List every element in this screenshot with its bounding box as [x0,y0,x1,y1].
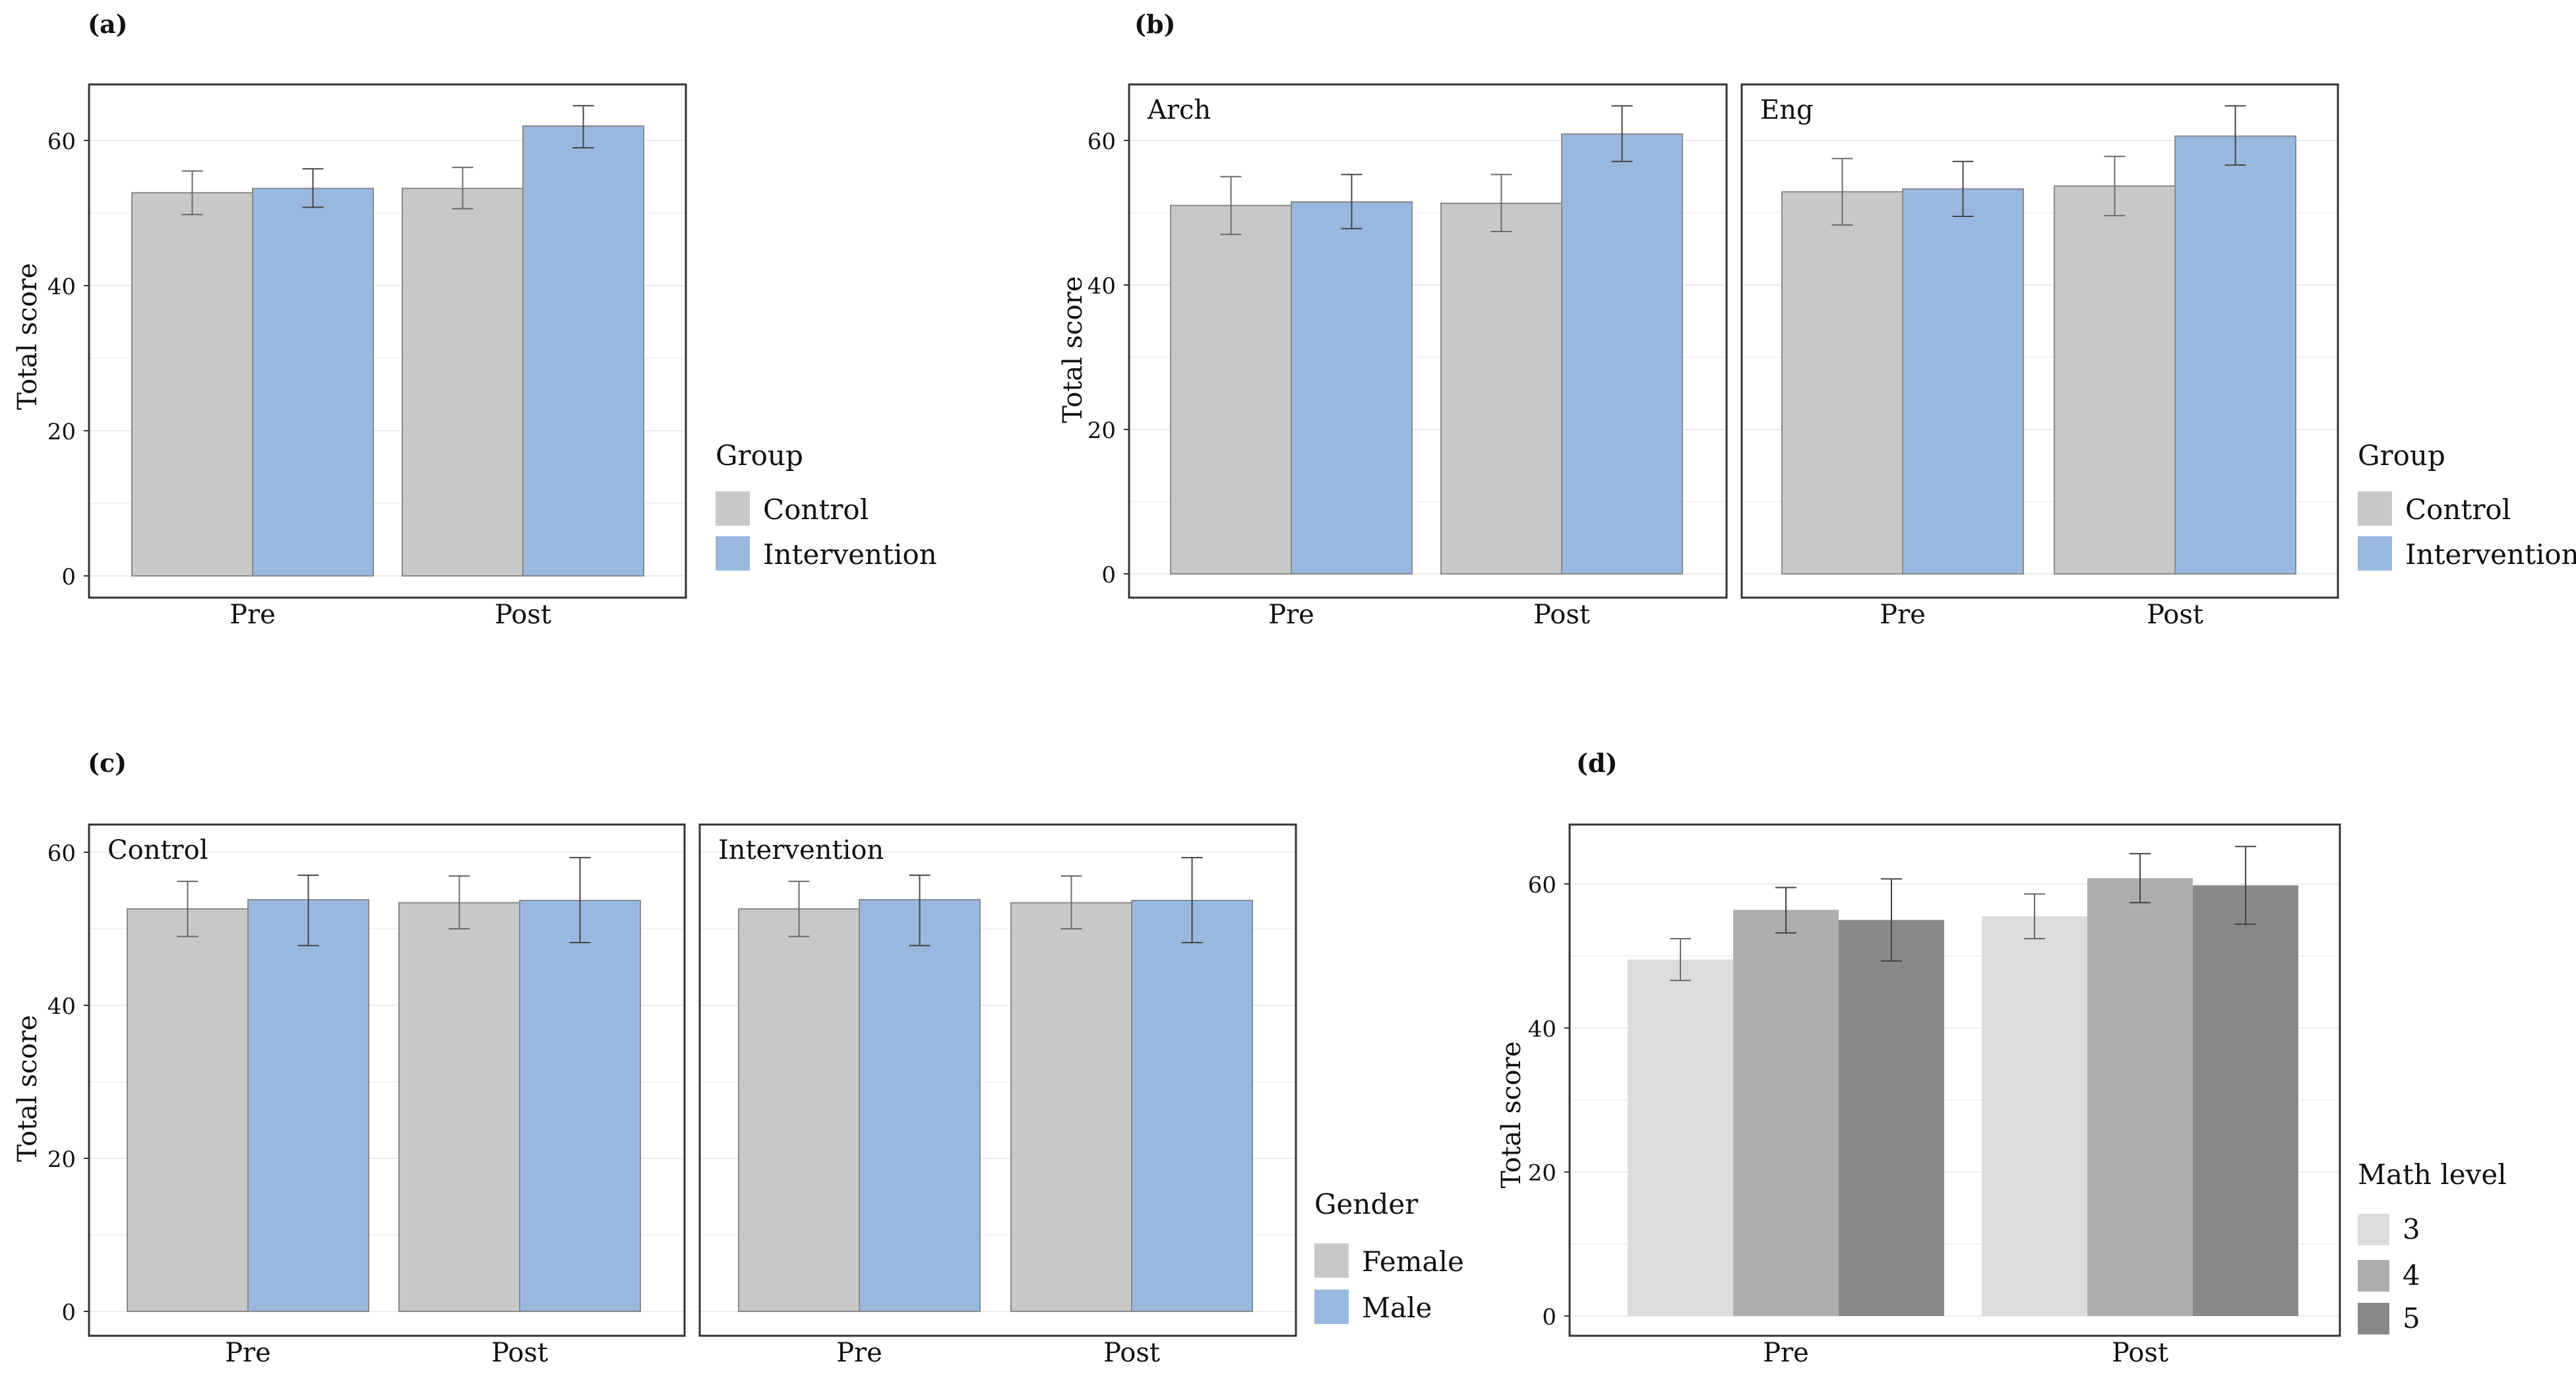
plot-frame [698,823,1297,1337]
legend-swatch [716,491,750,526]
y-tick-label: 0 [1101,562,1116,588]
legend-label: 5 [2403,1302,2420,1334]
x-tick-label: Post [2112,1338,2168,1368]
plot-frame [1128,83,1728,599]
y-tick-label: 0 [61,564,76,590]
legend-label: Control [763,493,869,526]
bar [1902,188,2024,575]
bar [859,898,981,1313]
facet-title: Arch [1147,95,1211,125]
x-tick-label: Post [495,600,551,630]
facet-title: Intervention [718,835,884,865]
legend-swatch [1314,1290,1349,1324]
bar [127,908,249,1312]
bar [247,898,369,1313]
y-tick-label: 20 [47,1146,76,1173]
bar [522,125,644,577]
legend-label: Female [1362,1245,1464,1278]
y-tick-label: 40 [47,274,76,300]
bar [2054,185,2176,575]
panel-label: (a) [88,9,128,39]
facet-title: Control [107,835,208,865]
plot-frame [1568,823,2341,1337]
x-tick-label: Pre [1268,600,1314,630]
bar [2193,885,2298,1316]
bar [252,187,374,577]
y-tick-label: 40 [1088,273,1116,299]
legend-swatch [2358,491,2392,526]
x-tick-label: Pre [1880,600,1926,630]
y-tick-label: 40 [47,993,76,1020]
bar [1440,203,1562,575]
y-axis-label: Total score [13,263,43,410]
bar [1170,204,1292,575]
y-axis-label: Total score [1058,276,1088,423]
legend-label: Control [2405,493,2511,526]
x-tick-label: Pre [230,600,276,630]
bar [1839,920,1944,1316]
x-tick-label: Post [2147,600,2203,630]
y-axis-label: Total score [1496,1042,1527,1189]
y-tick-label: 60 [47,840,76,867]
legend-label: Intervention [763,538,937,571]
legend-swatch [1314,1243,1349,1278]
legend-swatch [716,536,750,571]
bar [519,900,641,1312]
legend-label: Male [1362,1292,1432,1324]
x-tick-label: Post [1103,1338,1160,1368]
plot-frame [88,823,686,1337]
y-tick-label: 40 [1528,1016,1556,1042]
legend-swatch [2358,1303,2389,1334]
legend-title: Group [2358,439,2445,472]
bar [402,187,524,577]
bar [1561,133,1683,575]
bar [1781,191,1903,575]
legend-label: 3 [2403,1213,2420,1245]
y-tick-label: 20 [47,419,76,445]
y-tick-label: 20 [1528,1160,1556,1187]
y-tick-label: 0 [61,1300,76,1326]
bar [2087,878,2193,1316]
y-axis-label: Total score [13,1015,43,1162]
plot-frame [88,83,687,599]
x-tick-label: Pre [1763,1338,1809,1368]
bar [1982,916,2087,1316]
legend-label: Intervention [2405,538,2576,571]
bar [131,192,253,577]
bar [2174,135,2296,575]
x-tick-label: Pre [836,1338,882,1368]
y-tick-label: 60 [1528,872,1556,898]
legend-label: 4 [2403,1259,2420,1292]
legend-title: Gender [1314,1188,1419,1220]
bar [398,902,520,1313]
y-tick-label: 0 [1542,1304,1556,1331]
bar [1131,900,1253,1312]
y-tick-label: 20 [1088,418,1116,444]
legend-title: Math level [2358,1158,2507,1191]
bar [1733,910,1839,1316]
bar [1291,201,1413,575]
x-tick-label: Post [1533,600,1590,630]
panel-label: (d) [1576,748,1618,778]
panel-label: (b) [1134,9,1176,39]
legend-swatch [2358,1214,2389,1245]
facet-title: Eng [1760,95,1814,125]
x-tick-label: Pre [225,1338,271,1368]
plot-frame [1740,83,2339,599]
legend-swatch [2358,1260,2389,1292]
bar [1628,959,1733,1316]
legend-title: Group [716,439,803,472]
bar [738,908,860,1312]
x-tick-label: Post [491,1338,548,1368]
y-tick-label: 60 [47,129,76,155]
y-tick-label: 60 [1088,129,1116,155]
panel-label: (c) [88,748,127,778]
bar [1010,902,1132,1313]
legend-swatch [2358,536,2392,571]
